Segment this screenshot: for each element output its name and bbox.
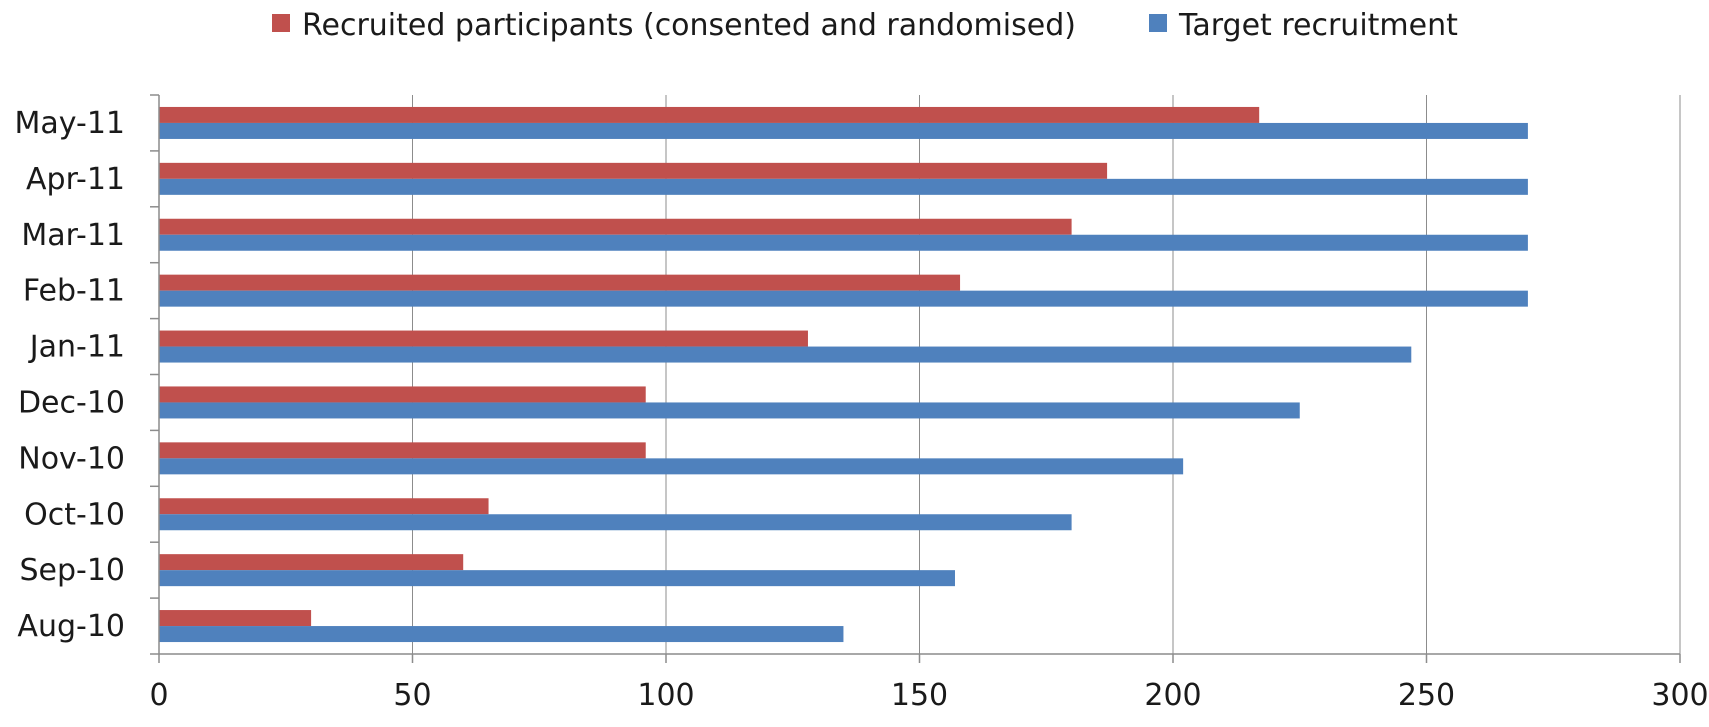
bar bbox=[159, 514, 1072, 531]
x-tick-label: 50 bbox=[393, 678, 431, 713]
bar bbox=[159, 330, 808, 347]
legend: Recruited participants (consented and ra… bbox=[272, 8, 1458, 43]
y-tick-label: Mar-11 bbox=[21, 218, 125, 253]
x-tick-label: 100 bbox=[637, 678, 694, 713]
y-tick-labels: Aug-10 Sep-10 Oct-10 Nov-10 Dec-10 Jan-11 Feb-… bbox=[15, 106, 126, 644]
bar bbox=[159, 402, 1300, 419]
bar bbox=[159, 106, 1260, 123]
bar bbox=[159, 442, 646, 459]
bar bbox=[159, 274, 961, 291]
y-tick-label: Sep-10 bbox=[19, 553, 125, 588]
y-tick-label: Jan-11 bbox=[28, 330, 125, 365]
y-tick-label: Oct-10 bbox=[24, 497, 125, 532]
x-tick-label: 300 bbox=[1651, 678, 1708, 713]
legend-swatch bbox=[1149, 14, 1167, 32]
bar bbox=[159, 554, 464, 571]
bar bbox=[159, 626, 844, 643]
bar bbox=[159, 178, 1528, 195]
x-tick-label: 250 bbox=[1398, 678, 1455, 713]
y-tick-label: Aug-10 bbox=[17, 609, 125, 644]
axes bbox=[150, 94, 1681, 663]
y-tick-label: Nov-10 bbox=[18, 441, 125, 476]
y-tick-label: Apr-11 bbox=[26, 162, 125, 197]
bars bbox=[159, 106, 1528, 643]
x-tick-label: 150 bbox=[891, 678, 948, 713]
legend-label: Target recruitment bbox=[1178, 8, 1458, 43]
y-tick-label: May-11 bbox=[15, 106, 126, 141]
bar bbox=[159, 458, 1184, 475]
bar bbox=[159, 162, 1108, 179]
legend-label: Recruited participants (consented and ra… bbox=[302, 8, 1076, 43]
bar bbox=[159, 122, 1528, 139]
y-tick-label: Feb-11 bbox=[23, 274, 125, 309]
y-tick-label: Dec-10 bbox=[18, 385, 125, 420]
bar bbox=[159, 234, 1528, 251]
bar bbox=[159, 346, 1412, 363]
bar bbox=[159, 610, 312, 627]
bar bbox=[159, 386, 646, 403]
x-tick-label: 200 bbox=[1144, 678, 1201, 713]
bar bbox=[159, 498, 489, 515]
x-tick-labels: 0 50 100 150 200 250 300 bbox=[149, 678, 1708, 713]
bar bbox=[159, 570, 955, 587]
bar bbox=[159, 218, 1072, 235]
x-tick-label: 0 bbox=[149, 678, 168, 713]
bar bbox=[159, 290, 1528, 307]
legend-swatch bbox=[272, 14, 290, 32]
